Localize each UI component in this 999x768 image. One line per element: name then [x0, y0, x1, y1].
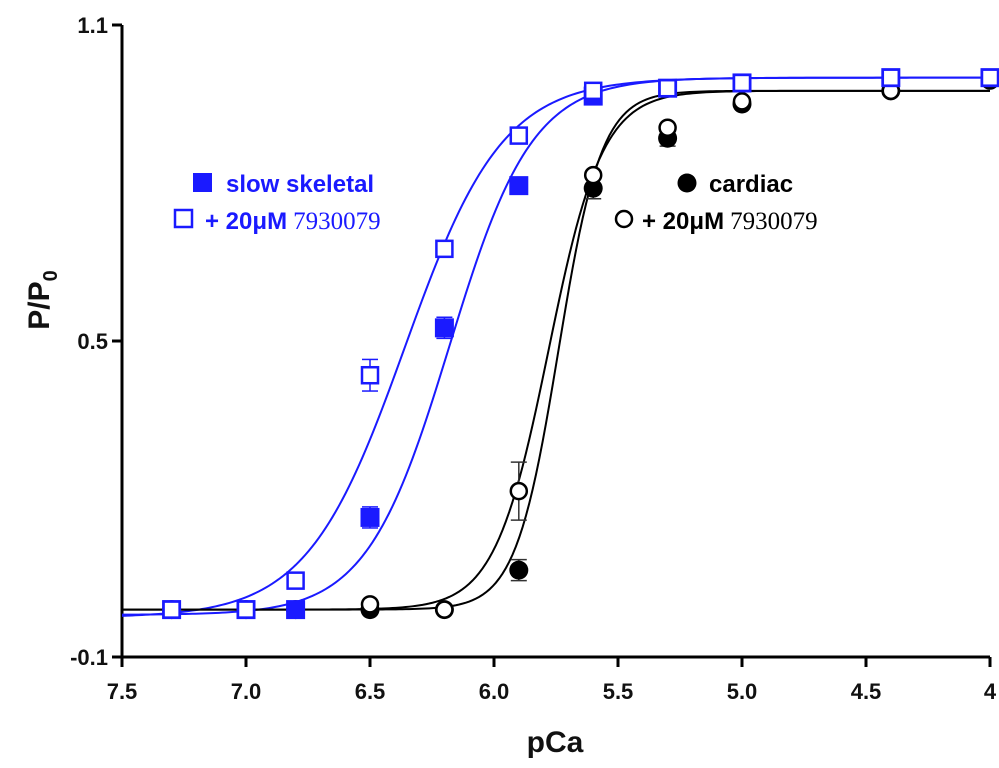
- legend-open-circle-marker: [614, 209, 634, 229]
- point-open-square: [980, 68, 999, 87]
- svg-text:P/P0: P/P0: [23, 270, 62, 329]
- point-open-circle: [360, 595, 380, 614]
- x-tick-label: 4: [984, 679, 997, 704]
- y-axis-title: P/P0: [23, 270, 62, 329]
- point-filled-square: [434, 318, 454, 338]
- x-tick-label: 7.0: [231, 679, 262, 704]
- fit-curves: [121, 76, 990, 617]
- fit-curve-3: [122, 89, 990, 611]
- point-filled-circle: [509, 560, 529, 580]
- fit-curve-1: [121, 76, 990, 617]
- legend-filled-circle-marker: [677, 173, 697, 193]
- point-open-square: [658, 78, 677, 98]
- point-filled-square: [360, 507, 380, 527]
- x-axis-title: pCa: [527, 726, 584, 759]
- legend-skeletal: slow skeletal + 20μM 7930079: [173, 171, 381, 235]
- point-open-square: [286, 571, 305, 590]
- x-tick-label: 5.0: [727, 679, 758, 704]
- legend-filled-square-marker: [193, 173, 212, 192]
- y-axis-title-main: P/P: [23, 281, 56, 329]
- fit-curve-2: [122, 89, 990, 611]
- point-open-square: [360, 365, 380, 385]
- y-tick-label: 1.1: [77, 13, 108, 38]
- x-tick-label: 5.5: [603, 679, 634, 704]
- point-open-circle: [732, 92, 752, 111]
- point-filled-square: [509, 176, 529, 196]
- point-open-circle: [658, 118, 677, 137]
- legend-label-slow-skeletal: slow skeletal: [226, 171, 374, 198]
- x-tick-label: 7.5: [107, 679, 138, 704]
- point-filled-circle: [583, 178, 603, 198]
- point-open-square: [732, 73, 752, 93]
- point-open-square: [881, 68, 901, 87]
- point-open-square: [583, 81, 603, 101]
- y-tick-label: 0.5: [77, 329, 108, 354]
- legend-label-skeletal-drug: + 20μM 7930079: [205, 208, 381, 235]
- point-filled-square: [286, 600, 306, 620]
- legend-label-cardiac: cardiac: [709, 171, 793, 198]
- x-tick-label: 6.0: [479, 679, 510, 704]
- fit-curve-0: [121, 76, 990, 616]
- point-open-circle: [509, 481, 529, 501]
- legend-open-square-marker: [173, 208, 194, 229]
- point-open-square: [162, 600, 181, 619]
- legend-label-cardiac-drug: + 20μM 7930079: [642, 208, 818, 235]
- point-open-circle: [583, 165, 603, 185]
- legend-cardiac: cardiac + 20μM 7930079: [614, 171, 818, 235]
- data-points: [162, 68, 999, 620]
- y-tick-label: -0.1: [70, 645, 108, 670]
- x-tick-label: 6.5: [355, 679, 386, 704]
- axes: 7.5 7.0 6.5 6.0 5.5 5.0 4.5 4 1.1 0.5 -0.1: [70, 13, 997, 704]
- point-open-square: [435, 239, 454, 259]
- x-tick-label: 4.5: [851, 679, 882, 704]
- point-open-circle: [435, 600, 454, 619]
- y-axis-title-subscript: 0: [40, 270, 62, 281]
- point-open-square: [509, 126, 529, 145]
- point-open-square: [236, 600, 256, 619]
